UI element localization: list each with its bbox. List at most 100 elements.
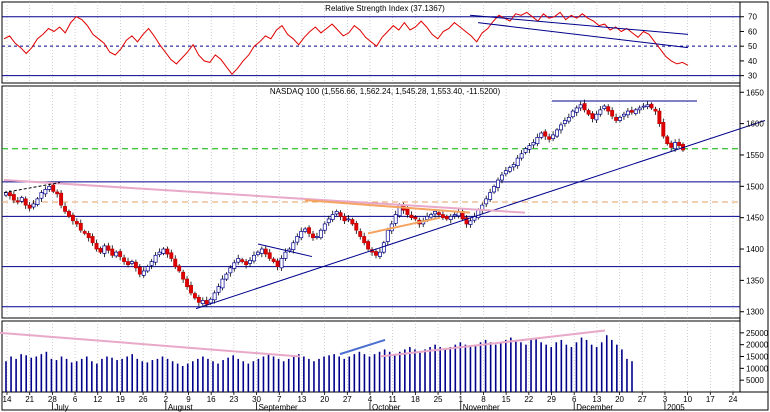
x-day-label: 15 (502, 395, 511, 404)
price-y-tick-label: 1350 (746, 276, 764, 285)
rsi-title: Relative Strength Index (37.1367) (325, 4, 445, 13)
candle-body (535, 137, 540, 145)
x-day-label: 22 (524, 395, 533, 404)
candle-body (366, 241, 371, 250)
candle-body (236, 258, 241, 263)
candle-body (503, 170, 508, 175)
rsi-trendline (469, 14, 689, 35)
candle-body (334, 211, 339, 215)
x-day-label: 17 (706, 395, 715, 404)
candle-body (267, 252, 272, 259)
candle-body (358, 231, 363, 237)
candle-body (102, 245, 107, 254)
candle-body (94, 243, 99, 250)
candle-body (629, 110, 634, 113)
x-day-label: 11 (389, 395, 398, 404)
candle-body (519, 153, 524, 159)
candle-body (657, 110, 662, 124)
candle-body (637, 107, 642, 111)
x-day-label: 30 (252, 395, 261, 404)
candle-body (263, 248, 268, 255)
candle-body (228, 267, 233, 274)
candle-body (255, 251, 260, 256)
candle-body (346, 218, 351, 221)
candle-body (275, 260, 280, 267)
candle-body (185, 278, 190, 287)
candle-body (570, 110, 575, 118)
price-y-tick-label: 1600 (746, 120, 764, 129)
candle-body (98, 248, 103, 253)
candle-body (374, 251, 378, 256)
x-day-label: 26 (139, 395, 148, 404)
price-y-tick-label: 1550 (746, 151, 764, 160)
candle-body (665, 136, 670, 145)
x-day-label: 27 (638, 395, 647, 404)
candle-body (448, 216, 453, 220)
candle-body (377, 251, 382, 257)
candle-body (322, 223, 327, 231)
candle-body (641, 105, 646, 108)
candle-body (224, 273, 229, 280)
candle-body (169, 252, 174, 259)
panel-frame (1, 1, 741, 84)
price-trendline (304, 199, 471, 214)
candle-body (299, 231, 304, 239)
volume-trendline (339, 338, 386, 356)
x-month-label: 2005 (667, 403, 685, 412)
volume-trendline (379, 329, 606, 358)
x-day-label: 25 (434, 395, 443, 404)
candle-body (23, 198, 28, 206)
candle-body (468, 220, 473, 225)
candle-body (464, 217, 469, 225)
candle-body (208, 298, 213, 304)
x-day-label: 1 (459, 395, 464, 404)
candle-body (161, 248, 166, 254)
rsi-series-line (3, 11, 689, 75)
candle-body (196, 296, 201, 303)
candle-body (625, 110, 630, 116)
candle-body (78, 222, 83, 231)
candle-body (551, 134, 556, 140)
x-day-label: 13 (592, 395, 601, 404)
candle-body (653, 108, 658, 112)
x-day-label: 6 (73, 395, 78, 404)
rsi-y-tick-label: 60 (748, 27, 757, 36)
candle-body (362, 236, 367, 244)
x-day-label: 19 (116, 395, 125, 404)
candle-body (555, 129, 559, 137)
candle-body (618, 117, 622, 121)
candle-body (523, 148, 528, 153)
candle-body (181, 271, 186, 280)
rsi-trendline (477, 22, 689, 49)
candle-body (86, 233, 91, 239)
candle-body (279, 258, 284, 269)
price-y-tick-label: 1500 (746, 182, 764, 191)
candle-body (314, 236, 319, 238)
candle-body (633, 109, 638, 114)
candle-body (212, 292, 217, 301)
candle-body (271, 258, 276, 262)
x-day-label: 4 (368, 395, 373, 404)
candle-body (240, 259, 245, 262)
candle-body (126, 261, 130, 266)
candle-body (484, 198, 489, 205)
candle-body (492, 185, 497, 193)
candle-body (35, 198, 40, 205)
price-title: NASDAQ 100 (1,556.66, 1,562.24, 1,545.28… (270, 87, 501, 96)
candle-body (74, 221, 79, 225)
x-month-label: August (168, 403, 194, 412)
price-trendline (257, 243, 313, 258)
candle-body (173, 258, 178, 267)
rsi-y-tick-label: 30 (748, 72, 757, 81)
x-day-label: 13 (297, 395, 306, 404)
candle-body (55, 191, 60, 195)
candle-body (409, 214, 414, 219)
candle-body (63, 206, 67, 212)
candle-body (437, 212, 441, 215)
rsi-y-tick-label: 70 (748, 13, 757, 22)
rsi-y-tick-label: 40 (748, 57, 757, 66)
volume-y-tick-label: 15000 (746, 353, 769, 362)
candle-body (39, 192, 44, 199)
candle-body (527, 145, 532, 150)
volume-y-tick-label: 5000 (746, 376, 764, 385)
